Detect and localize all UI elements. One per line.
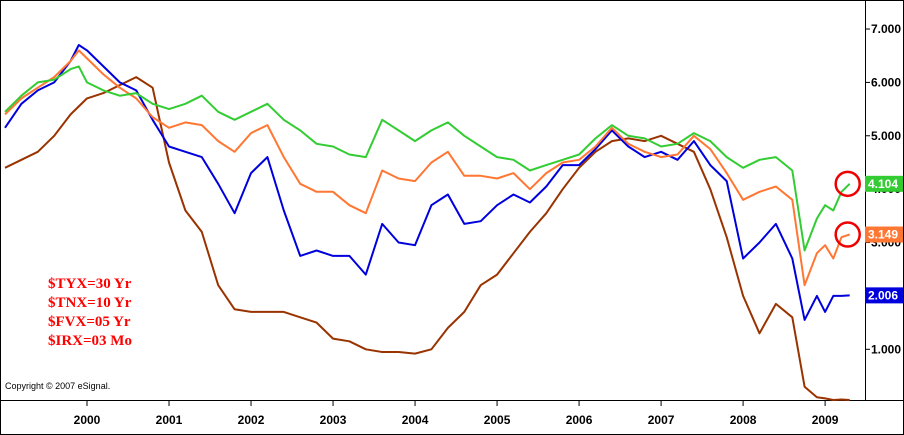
- x-tick-label: 2009: [812, 413, 839, 427]
- x-tick-label: 2001: [156, 413, 183, 427]
- y-tick-label: 6.000: [871, 75, 901, 89]
- legend-entry: $TYX=30 Yr: [48, 276, 132, 292]
- legend-entry: $IRX=03 Mo: [48, 333, 132, 349]
- highlight-circles: [834, 170, 861, 248]
- value-badge-tyx: [865, 175, 903, 192]
- highlight-circle-tyx: [834, 170, 861, 198]
- value-badge-label: 3.149: [868, 228, 898, 242]
- x-tick-label: 2006: [566, 413, 593, 427]
- x-tick-label: 2008: [730, 413, 757, 427]
- series-line-tnx: [4, 49, 851, 287]
- value-badge-label: 2.006: [868, 288, 898, 302]
- series-lines: [4, 44, 851, 401]
- series-line-irx: [4, 76, 850, 401]
- x-tick-label: 2000: [74, 413, 101, 427]
- value-badge-tnx: [865, 226, 903, 243]
- x-tick-label: 2003: [320, 413, 347, 427]
- series-line-tyx: [4, 65, 851, 252]
- y-tick-label: 1.000: [871, 342, 901, 356]
- legend-entry: $FVX=05 Yr: [48, 314, 131, 330]
- value-badge-label: 4.104: [868, 177, 898, 191]
- y-tick-label: 7.000: [871, 22, 901, 36]
- value-badges: 4.104 3.149 2.006: [865, 175, 903, 304]
- x-tick-label: 2004: [402, 413, 429, 427]
- x-tick-label: 2002: [238, 413, 265, 427]
- x-axis-ticks: 2000 2001 2002 2003 2004 2005 2006 2007 2008 2009: [74, 400, 839, 427]
- legend-entry: $TNX=10 Yr: [48, 295, 132, 311]
- copyright-text: Copyright © 2007 eSignal.: [5, 381, 110, 391]
- value-badge-fvx: [865, 287, 903, 304]
- x-tick-label: 2005: [484, 413, 511, 427]
- legend: $TYX=30 Yr $TNX=10 Yr $FVX=05 Yr $IRX=03 Mo: [48, 276, 132, 349]
- x-tick-label: 2007: [648, 413, 675, 427]
- y-tick-label: 5.000: [871, 129, 901, 143]
- highlight-circle-tnx: [834, 221, 861, 248]
